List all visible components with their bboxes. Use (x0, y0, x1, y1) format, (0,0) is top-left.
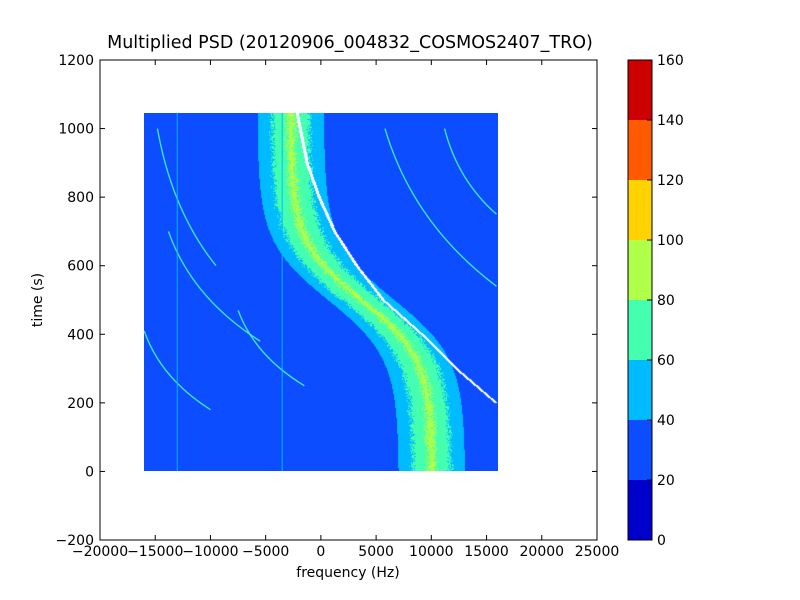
colorbar-ticks: 0 20 40 60 80 100 120 140 160 (647, 53, 684, 549)
x-tick-label: 15000 (464, 544, 509, 560)
colorbar-bin (628, 180, 652, 240)
x-axis-label: frequency (Hz) (296, 565, 399, 581)
secondary-trace (443, 128, 497, 215)
y-tick-label: 1000 (58, 122, 94, 138)
y-tick-label: 200 (67, 396, 94, 412)
colorbar-tick-label: 80 (657, 293, 675, 309)
x-tick-label: 5000 (358, 544, 394, 560)
spectrogram-heatmap (143, 113, 498, 471)
secondary-trace (167, 231, 261, 342)
x-tick-label: 25000 (575, 544, 620, 560)
y-tick-label: 0 (85, 464, 94, 480)
x-tick-label: −15000 (127, 544, 183, 560)
axes-frame (99, 59, 598, 541)
y-tick-label: −200 (56, 533, 94, 549)
colorbar-tick-label: 140 (657, 113, 684, 129)
y-axis-label: time (s) (30, 273, 46, 327)
y-tick-label: 800 (67, 190, 94, 206)
x-tick-label: 10000 (409, 544, 454, 560)
x-axis-ticks: −20000−15000−10000 −5000 0 5000 10000 15000 20… (72, 60, 619, 560)
colorbar-bin (628, 420, 652, 480)
y-axis-ticks: −200 0 200 400 600 800 1000 1200 (56, 53, 597, 549)
spectrogram-raster (144, 113, 498, 471)
y-tick-label: 400 (67, 327, 94, 343)
colorbar-bin (628, 480, 652, 540)
y-tick-label: 1200 (58, 53, 94, 69)
colorbar-tick-label: 20 (657, 473, 675, 489)
colorbar-bin (628, 240, 652, 300)
colorbar-bins (628, 60, 652, 540)
colorbar-tick-label: 0 (657, 533, 666, 549)
colorbar-tick-label: 120 (657, 173, 684, 189)
colorbar-tick-label: 100 (657, 233, 684, 249)
x-tick-label: 0 (316, 544, 325, 560)
y-tick-label: 600 (67, 259, 94, 275)
colorbar: 0 20 40 60 80 100 120 140 160 (627, 53, 684, 549)
colorbar-bin (628, 120, 652, 180)
colorbar-bin (628, 60, 652, 120)
x-tick-label: −20000 (72, 544, 128, 560)
x-tick-label: 20000 (520, 544, 565, 560)
colorbar-tick-label: 60 (657, 353, 675, 369)
secondary-trace (237, 310, 305, 387)
x-tick-label: −10000 (182, 544, 238, 560)
x-tick-label: −5000 (242, 544, 289, 560)
colorbar-bin (628, 300, 652, 360)
secondary-trace (143, 330, 211, 411)
colorbar-tick-label: 40 (657, 413, 675, 429)
secondary-trace (384, 128, 497, 287)
secondary-trace (156, 128, 217, 267)
colorbar-tick-label: 160 (657, 53, 684, 69)
colorbar-bin (628, 360, 652, 420)
plot-area: −20000−15000−10000 −5000 0 5000 10000 15000 20… (56, 53, 620, 560)
chart-title: Multiplied PSD (20120906_004832_COSMOS24… (107, 33, 593, 53)
